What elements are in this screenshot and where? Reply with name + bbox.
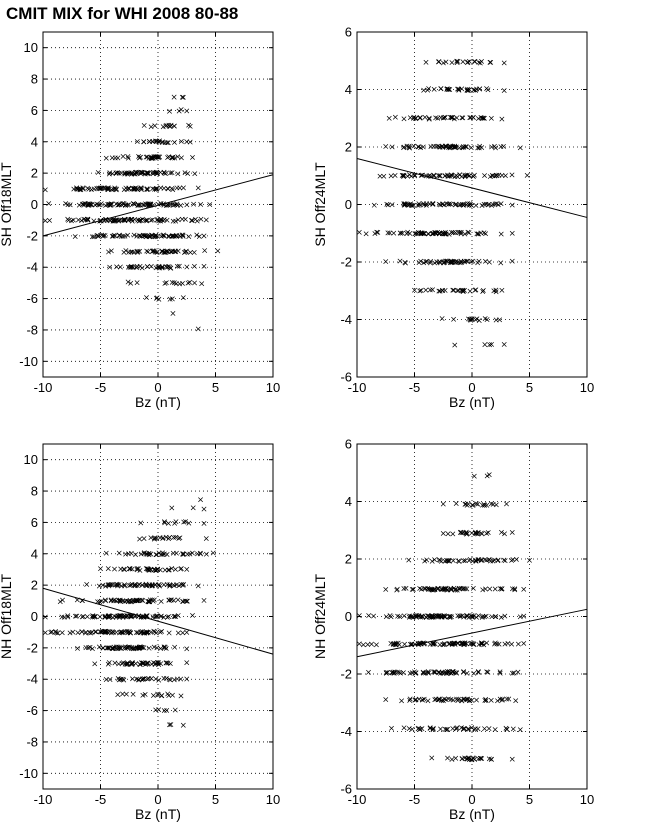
x-axis-label: Bz (nT) bbox=[449, 806, 495, 822]
x-tick-label: 0 bbox=[468, 792, 475, 807]
x-axis-label: Bz (nT) bbox=[135, 806, 181, 822]
y-tick-label: -10 bbox=[19, 354, 38, 369]
x-tick-label: -10 bbox=[34, 792, 53, 807]
y-tick-label: -2 bbox=[340, 255, 352, 270]
chart-sh-off24mlt: -10-50510-6-4-20246Bz (nT)SH Off24MLT bbox=[312, 25, 594, 411]
y-axis-label: SH Off24MLT bbox=[312, 162, 328, 247]
y-tick-label: 4 bbox=[31, 134, 38, 149]
y-tick-label: 0 bbox=[31, 609, 38, 624]
y-tick-label: -6 bbox=[340, 370, 352, 385]
x-tick-label: 10 bbox=[580, 380, 594, 395]
x-tick-label: 0 bbox=[154, 380, 161, 395]
y-tick-label: 0 bbox=[345, 609, 352, 624]
x-tick-label: -5 bbox=[95, 380, 107, 395]
y-tick-label: -6 bbox=[26, 703, 38, 718]
y-tick-label: -2 bbox=[26, 640, 38, 655]
y-tick-label: 2 bbox=[31, 578, 38, 593]
chart-nh-off18mlt: -10 -5 0 5 10 -10 -8 -6 -4 -2 0 2 4 6 8 10 Bz (nT) NH Off… bbox=[0, 444, 280, 822]
y-tick-label: 2 bbox=[345, 552, 352, 567]
y-tick-label: 2 bbox=[31, 166, 38, 181]
y-tick-label: 2 bbox=[345, 140, 352, 155]
y-tick-label: 6 bbox=[345, 25, 352, 40]
x-tick-label: 5 bbox=[212, 380, 219, 395]
x-tick-label: 10 bbox=[266, 380, 280, 395]
chart-nh-off24mlt: -10-50510-6-4-20246Bz (nT)NH Off24MLT bbox=[312, 437, 594, 822]
x-tick-label: 5 bbox=[526, 792, 533, 807]
y-tick-label: 4 bbox=[345, 494, 352, 509]
y-tick-label: 6 bbox=[345, 437, 352, 452]
y-tick-label: 10 bbox=[24, 40, 38, 55]
x-tick-label: -5 bbox=[409, 380, 421, 395]
x-tick-label: 10 bbox=[580, 792, 594, 807]
y-tick-label: -6 bbox=[26, 291, 38, 306]
chart-sh-off18mlt: -10 -5 0 5 10 -10 -8 -6 -4 -2 0 2 4 6 8 10 Bz (nT) SH Off… bbox=[0, 32, 280, 410]
x-tick-label: 0 bbox=[468, 380, 475, 395]
y-axis-label: NH Off24MLT bbox=[312, 574, 328, 660]
figure-canvas: -10 -5 0 5 10 -10 -8 -6 -4 -2 0 2 4 6 8 10 Bz (nT) SH Off… bbox=[0, 0, 647, 822]
y-tick-label: -2 bbox=[26, 228, 38, 243]
x-tick-label: 0 bbox=[154, 792, 161, 807]
x-tick-label: -10 bbox=[34, 380, 53, 395]
y-tick-label: 6 bbox=[31, 103, 38, 118]
y-tick-label: 4 bbox=[31, 546, 38, 561]
x-tick-label: -5 bbox=[95, 792, 107, 807]
y-tick-label: 6 bbox=[31, 515, 38, 530]
y-tick-label: -4 bbox=[340, 724, 352, 739]
y-tick-label: 8 bbox=[31, 72, 38, 87]
x-axis-label: Bz (nT) bbox=[135, 394, 181, 410]
x-tick-label: 10 bbox=[266, 792, 280, 807]
y-tick-label: -10 bbox=[19, 766, 38, 781]
y-axis-label: NH Off18MLT bbox=[0, 574, 14, 660]
y-tick-label: -4 bbox=[26, 260, 38, 275]
y-tick-label: 0 bbox=[345, 197, 352, 212]
y-tick-label: 4 bbox=[345, 82, 352, 97]
x-tick-label: -5 bbox=[409, 792, 421, 807]
y-tick-label: -6 bbox=[340, 782, 352, 797]
x-tick-label: 5 bbox=[526, 380, 533, 395]
y-tick-label: -8 bbox=[26, 322, 38, 337]
y-tick-label: -2 bbox=[340, 667, 352, 682]
y-tick-label: 0 bbox=[31, 197, 38, 212]
x-axis-label: Bz (nT) bbox=[449, 394, 495, 410]
x-tick-label: 5 bbox=[212, 792, 219, 807]
y-tick-label: -8 bbox=[26, 734, 38, 749]
y-tick-label: -4 bbox=[26, 672, 38, 687]
y-tick-label: -4 bbox=[340, 312, 352, 327]
y-tick-label: 10 bbox=[24, 452, 38, 467]
y-axis-label: SH Off18MLT bbox=[0, 162, 14, 247]
y-tick-label: 8 bbox=[31, 484, 38, 499]
